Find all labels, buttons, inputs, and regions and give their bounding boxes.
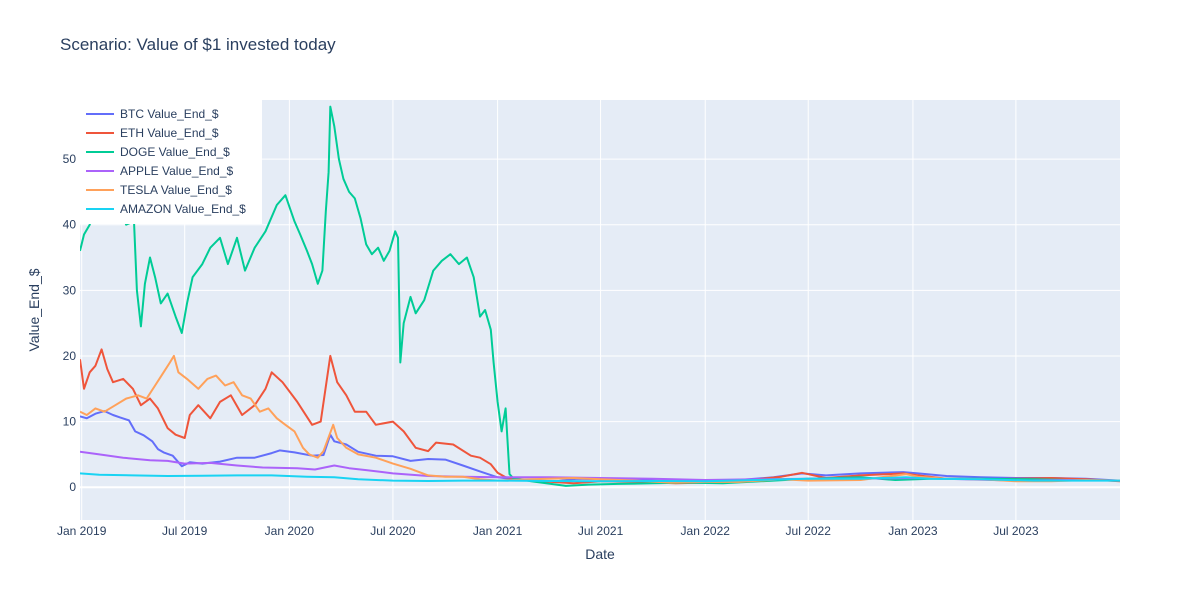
chart-title: Scenario: Value of $1 invested today xyxy=(60,35,336,54)
series-line-eth xyxy=(80,348,1120,485)
legend-item-doge[interactable]: DOGE Value_End_$ xyxy=(86,145,230,159)
y-tick-label: 30 xyxy=(63,283,77,297)
series-lines xyxy=(80,105,1120,487)
legend-item-tesla[interactable]: TESLA Value_End_$ xyxy=(86,183,232,197)
y-tick-label: 40 xyxy=(63,218,77,232)
legend-label: ETH Value_End_$ xyxy=(120,126,219,140)
legend-box xyxy=(80,100,262,224)
legend-label: BTC Value_End_$ xyxy=(120,107,219,121)
legend-label: DOGE Value_End_$ xyxy=(120,145,230,159)
x-tick-label: Jul 2022 xyxy=(786,524,832,538)
y-tick-label: 50 xyxy=(63,152,77,166)
x-tick-label: Jan 2023 xyxy=(888,524,938,538)
legend-item-btc[interactable]: BTC Value_End_$ xyxy=(86,107,219,121)
x-tick-label: Jan 2019 xyxy=(57,524,107,538)
legend-item-apple[interactable]: APPLE Value_End_$ xyxy=(86,164,234,178)
x-tick-label: Jan 2020 xyxy=(265,524,315,538)
x-tick-label: Jul 2020 xyxy=(370,524,416,538)
legend[interactable]: BTC Value_End_$ ETH Value_End_$ DOGE Value… xyxy=(80,100,262,224)
legend-item-eth[interactable]: ETH Value_End_$ xyxy=(86,126,219,140)
x-tick-label: Jul 2021 xyxy=(578,524,624,538)
legend-label: AMAZON Value_End_$ xyxy=(120,202,246,216)
legend-label: TESLA Value_End_$ xyxy=(120,183,232,197)
legend-label: APPLE Value_End_$ xyxy=(120,164,234,178)
legend-item-amazon[interactable]: AMAZON Value_End_$ xyxy=(86,202,246,216)
x-tick-label: Jul 2023 xyxy=(993,524,1039,538)
series-line-btc xyxy=(80,410,1120,483)
x-tick-label: Jan 2021 xyxy=(473,524,523,538)
y-tick-label: 0 xyxy=(69,480,76,494)
y-axis-title: Value_End_$ xyxy=(26,268,42,351)
series-line-doge xyxy=(80,105,1120,487)
series-line-amazon xyxy=(80,472,1120,483)
y-tick-label: 20 xyxy=(63,349,77,363)
x-axis-title: Date xyxy=(585,546,615,562)
x-tick-label: Jul 2019 xyxy=(162,524,208,538)
x-tick-label: Jan 2022 xyxy=(681,524,731,538)
y-tick-label: 10 xyxy=(63,415,77,429)
axis-labels: 0 10 20 30 40 50 Jan 2019 Jul 2019 Jan 2020 Jul 2… xyxy=(57,152,1039,538)
